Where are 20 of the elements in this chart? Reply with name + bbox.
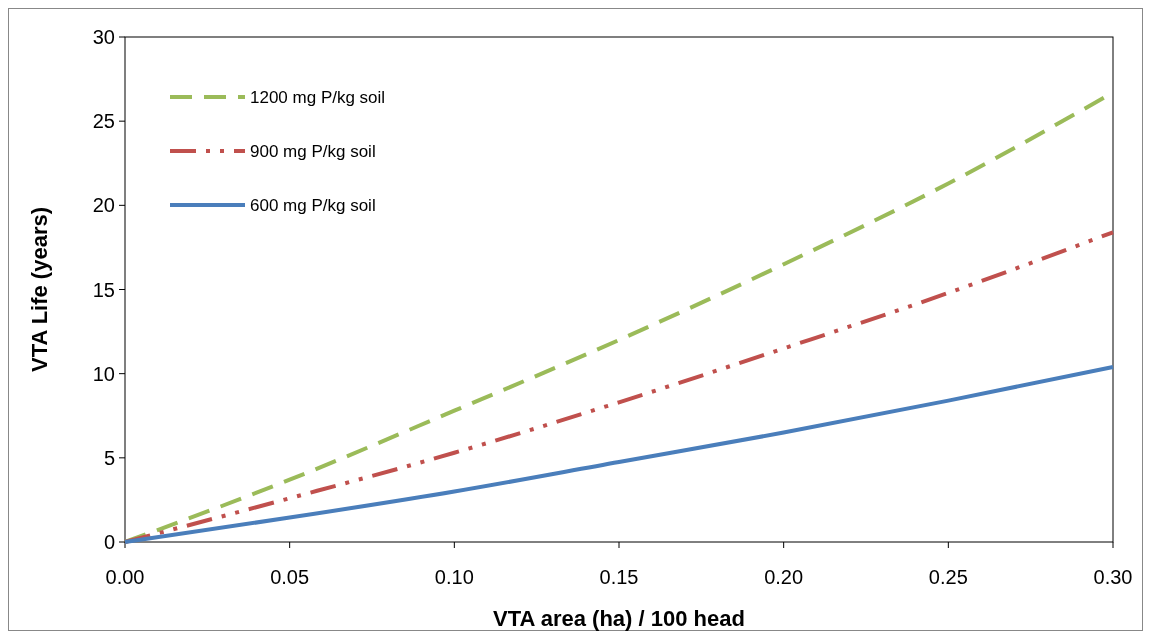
y-tick-label: 20 bbox=[92, 194, 115, 217]
y-tick-label: 10 bbox=[92, 362, 115, 385]
legend-label: 1200 mg P/kg soil bbox=[250, 87, 386, 107]
y-tick-label: 15 bbox=[92, 278, 115, 301]
y-tick-label: 5 bbox=[103, 446, 115, 469]
x-tick-label: 0.10 bbox=[434, 566, 474, 588]
x-tick-label: 0.30 bbox=[1093, 566, 1133, 588]
line-series bbox=[123, 364, 1115, 544]
y-tick-label: 25 bbox=[92, 110, 115, 133]
legend-label: 600 mg P/kg soil bbox=[250, 195, 376, 215]
y-axis-title: VTA Life (years) bbox=[27, 206, 52, 373]
x-tick-label: 0.05 bbox=[270, 566, 310, 588]
y-tick-label: 30 bbox=[92, 26, 115, 48]
x-tick-label: 0.00 bbox=[105, 566, 145, 588]
x-tick-label: 0.15 bbox=[599, 566, 639, 588]
x-axis-title: VTA area (ha) / 100 head bbox=[493, 606, 745, 631]
legend-label: 900 mg P/kg soil bbox=[250, 141, 376, 161]
x-tick-label: 0.25 bbox=[928, 566, 968, 588]
y-tick-label: 0 bbox=[103, 531, 115, 553]
x-tick-label: 0.20 bbox=[764, 566, 804, 588]
